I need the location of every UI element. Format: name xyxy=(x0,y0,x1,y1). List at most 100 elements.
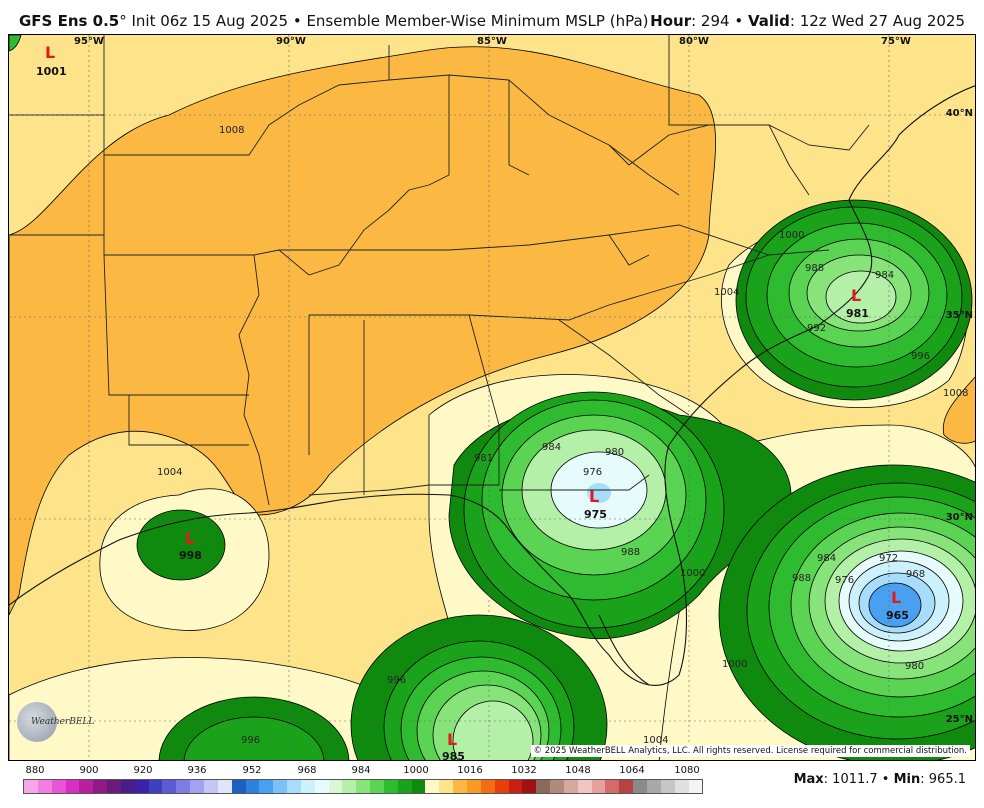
scale-swatch xyxy=(439,780,454,793)
low-gulf-996 xyxy=(136,509,226,581)
scale-swatch xyxy=(231,780,246,793)
scale-label: 984 xyxy=(351,765,371,776)
scale-label: 1032 xyxy=(511,765,537,776)
scale-swatch xyxy=(37,780,52,793)
nc-982 xyxy=(825,270,897,324)
scale-swatch xyxy=(342,780,357,793)
max-min-readout: Max: 1011.7 • Min: 965.1 xyxy=(794,772,966,787)
scale-swatch xyxy=(162,780,177,793)
scale-swatch xyxy=(273,780,288,793)
contour-label: 1000 xyxy=(779,230,805,241)
contour-label: 1004 xyxy=(157,467,183,478)
lat-label: 30°N xyxy=(945,512,973,523)
scale-swatch xyxy=(646,780,661,793)
s-982 xyxy=(452,700,534,760)
contour-label: 1008 xyxy=(219,125,245,136)
state-borders xyxy=(9,35,870,506)
scale-label: 952 xyxy=(242,765,262,776)
contour-label: 968 xyxy=(906,569,926,580)
pressure-field xyxy=(9,35,975,760)
scale-swatch xyxy=(328,780,343,793)
lat-label: 25°N xyxy=(945,714,973,725)
contour-label: 980 xyxy=(605,447,625,458)
scale-swatch xyxy=(245,780,260,793)
grid xyxy=(9,35,975,760)
scale-swatch xyxy=(660,780,675,793)
max-value: : 1011.7 • xyxy=(823,772,894,787)
scale-swatch xyxy=(217,780,232,793)
band-above-1008 xyxy=(9,46,716,616)
scale-label: 1000 xyxy=(403,765,429,776)
contour-label: 1004 xyxy=(643,735,669,746)
scale-bar xyxy=(23,779,703,794)
scale-swatch xyxy=(259,780,274,793)
contour-label: 984 xyxy=(542,442,562,453)
scale-swatch xyxy=(300,780,315,793)
contour-label: 1004 xyxy=(714,287,740,298)
valid-time: Hour: 294 • Valid: 12z Wed 27 Aug 2025 xyxy=(650,12,965,30)
contour-label: 1000 xyxy=(680,568,706,579)
scale-swatch xyxy=(79,780,94,793)
weatherbell-logo: WeatherBELL xyxy=(17,702,99,742)
contour-label: 1008 xyxy=(943,388,969,399)
lon-label: 80°W xyxy=(679,36,709,47)
low-pressure-value: 1001 xyxy=(36,65,67,78)
valid-label: Valid xyxy=(747,12,790,30)
contour-label: 972 xyxy=(879,553,899,564)
low-marker: L xyxy=(447,730,458,749)
scale-swatch xyxy=(203,780,218,793)
scale-label: 968 xyxy=(297,765,317,776)
contour-label: 976 xyxy=(835,575,855,586)
coastline xyxy=(9,85,975,686)
scale-swatch xyxy=(356,780,371,793)
max-label: Max xyxy=(793,772,824,787)
scale-label: 1016 xyxy=(457,765,483,776)
contour-label: 988 xyxy=(621,547,641,558)
min-value: : 965.1 xyxy=(920,772,966,787)
low-pressure-value: 965 xyxy=(886,609,909,622)
scale-swatch xyxy=(51,780,66,793)
band-above-1008-east xyxy=(942,376,975,444)
hour-label: Hour xyxy=(650,12,692,30)
pressure-color-scale: 880 900 920 936 952 968 984 1000 1016 1032 1048 106… xyxy=(23,765,703,794)
scale-label: 880 xyxy=(25,765,45,776)
contour-label: 981 xyxy=(474,453,494,464)
scale-swatch xyxy=(120,780,135,793)
logo-text: WeatherBELL xyxy=(31,717,95,727)
low-pressure-value: 998 xyxy=(179,549,202,562)
title: GFS Ens 0.5° Init 06z 15 Aug 2025 • Ense… xyxy=(19,12,649,30)
hour-value: : 294 • xyxy=(691,12,748,30)
scale-swatch xyxy=(467,780,481,793)
scale-swatch xyxy=(176,780,191,793)
contour-label: 996 xyxy=(241,735,261,746)
scale-swatch xyxy=(411,780,426,793)
scale-label: 1048 xyxy=(565,765,591,776)
scale-label: 900 xyxy=(79,765,99,776)
logo-globe-icon xyxy=(17,702,57,742)
scale-swatch xyxy=(134,780,149,793)
min-label: Min xyxy=(893,772,921,787)
scale-swatch xyxy=(314,780,329,793)
scale-label: 920 xyxy=(133,765,153,776)
low-marker: L xyxy=(851,286,862,305)
model-name: GFS Ens 0.5 xyxy=(19,12,120,30)
scale-swatch xyxy=(494,780,509,793)
scale-swatch xyxy=(24,780,38,793)
header: GFS Ens 0.5° Init 06z 15 Aug 2025 • Ense… xyxy=(0,0,984,34)
contour-label: 988 xyxy=(805,263,825,274)
scale-swatch xyxy=(550,780,564,793)
scale-swatch xyxy=(425,780,440,793)
lon-label: 95°W xyxy=(74,36,104,47)
atl-966 xyxy=(868,582,922,628)
scale-swatch xyxy=(688,780,703,793)
contour-label: 988 xyxy=(792,573,812,584)
contour-label: 1000 xyxy=(722,659,748,670)
scale-swatch xyxy=(508,780,523,793)
scale-swatch xyxy=(190,780,204,793)
low-pressure-value: 981 xyxy=(846,307,869,320)
low-pressure-value: 985 xyxy=(442,750,465,761)
scale-swatch xyxy=(605,780,620,793)
scale-swatch xyxy=(563,780,578,793)
scale-swatch xyxy=(397,780,412,793)
degree-sign: ° xyxy=(119,12,127,30)
